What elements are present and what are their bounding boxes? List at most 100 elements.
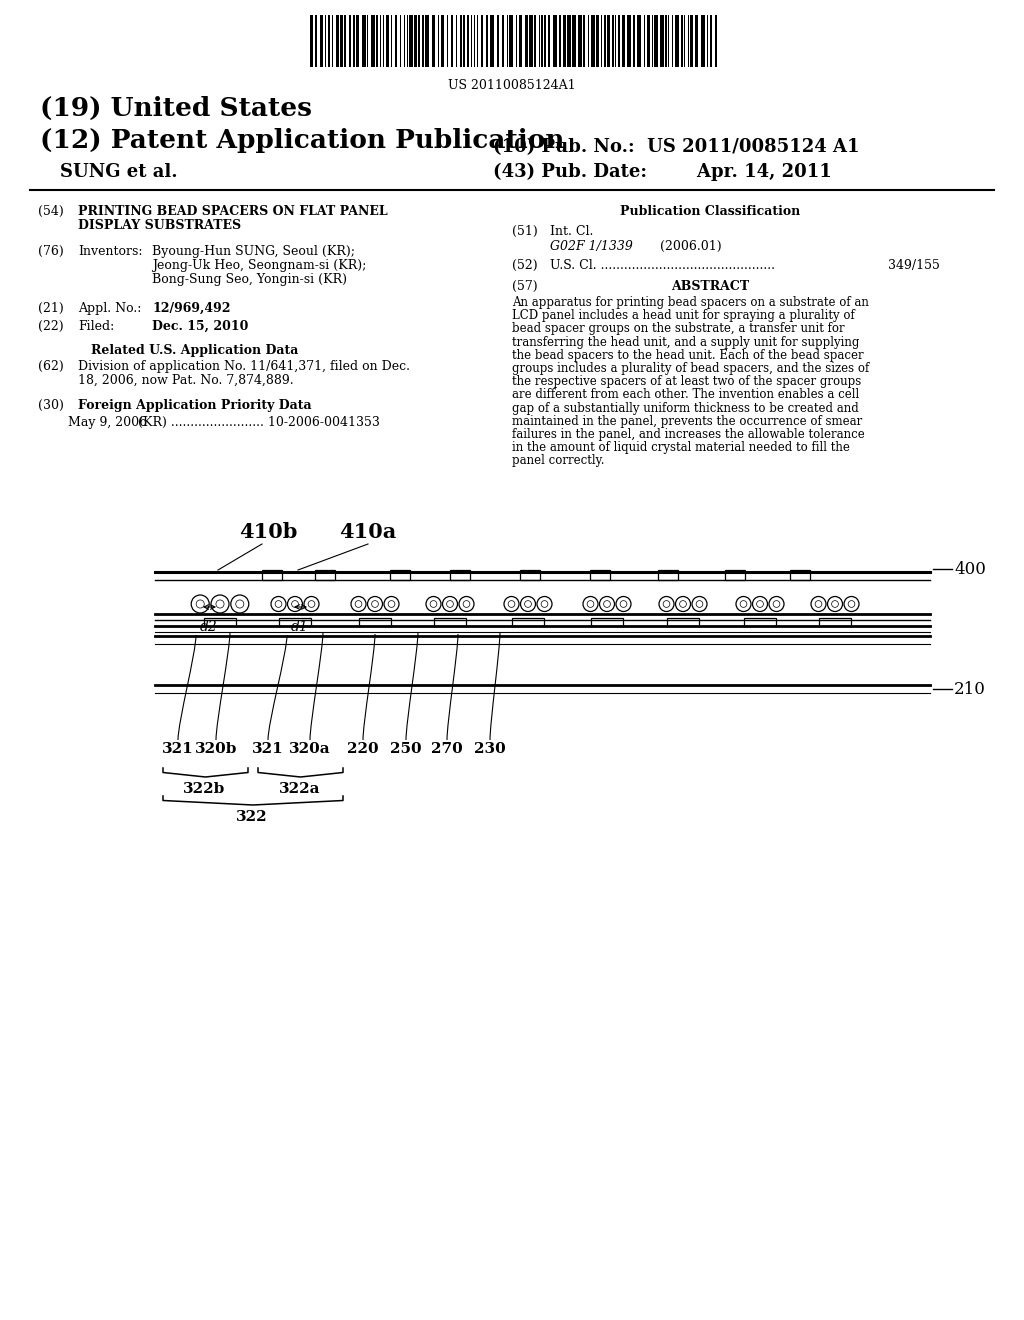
Text: the bead spacers to the head unit. Each of the bead spacer: the bead spacers to the head unit. Each … [512,348,863,362]
Bar [395,15,397,67]
Bar [695,15,698,67]
Bar [590,570,610,579]
Text: (KR) ........................ 10-2006-0041353: (KR) ........................ 10-2006-00… [138,416,380,429]
Bar [340,15,343,67]
Bar [658,570,678,579]
Text: Filed:: Filed: [78,319,115,333]
Bar [819,618,851,626]
Bar [486,15,488,67]
Bar [467,15,469,67]
Text: (43) Pub. Date:        Apr. 14, 2011: (43) Pub. Date: Apr. 14, 2011 [493,162,831,181]
Text: LCD panel includes a head unit for spraying a plurality of: LCD panel includes a head unit for spray… [512,309,855,322]
Text: bead spacer groups on the substrate, a transfer unit for: bead spacer groups on the substrate, a t… [512,322,845,335]
Bar [622,15,625,67]
Bar [591,618,623,626]
Text: 400: 400 [954,561,986,578]
Bar [490,15,494,67]
Bar [583,15,585,67]
Bar [497,15,499,67]
Bar [310,15,313,67]
Bar [548,15,550,67]
Bar [667,618,699,626]
Text: Appl. No.:: Appl. No.: [78,302,141,315]
Bar [434,618,466,626]
Bar [204,618,236,626]
Text: 230: 230 [474,742,506,756]
Bar [279,618,311,626]
Text: gap of a substantially uniform thickness to be created and: gap of a substantially uniform thickness… [512,401,859,414]
Text: failures in the panel, and increases the allowable tolerance: failures in the panel, and increases the… [512,428,864,441]
Text: G02F 1/1339: G02F 1/1339 [550,240,633,253]
Text: maintained in the panel, prevents the occurrence of smear: maintained in the panel, prevents the oc… [512,414,862,428]
Bar [353,15,355,67]
Text: transferring the head unit, and a supply unit for supplying: transferring the head unit, and a supply… [512,335,859,348]
Bar [690,15,693,67]
Bar [627,15,631,67]
Text: groups includes a plurality of bead spacers, and the sizes of: groups includes a plurality of bead spac… [512,362,869,375]
Bar [596,15,599,67]
Text: in the amount of liquid crystal material needed to fill the: in the amount of liquid crystal material… [512,441,850,454]
Text: (51): (51) [512,224,538,238]
Text: May 9, 2006: May 9, 2006 [68,416,147,429]
Bar [386,15,389,67]
Bar [612,15,614,67]
Bar [418,15,420,67]
Bar [315,570,335,579]
Bar [725,570,745,579]
Bar [567,15,571,67]
Bar [425,15,429,67]
Bar [529,15,534,67]
Text: 322a: 322a [280,781,321,796]
Text: (30): (30) [38,399,63,412]
Text: 321: 321 [162,742,194,756]
Bar [512,618,544,626]
Bar [637,15,641,67]
Text: (12) Patent Application Publication: (12) Patent Application Publication [40,128,564,153]
Bar [578,15,582,67]
Bar [633,15,635,67]
Bar [744,618,776,626]
Bar [553,15,557,67]
Bar [618,15,620,67]
Bar [362,15,366,67]
Text: (52): (52) [512,259,538,272]
Text: 321: 321 [252,742,284,756]
Text: US 20110085124A1: US 20110085124A1 [449,79,575,92]
Text: are different from each other. The invention enables a cell: are different from each other. The inven… [512,388,859,401]
Bar [519,15,522,67]
Bar [481,15,483,67]
Bar [376,15,378,67]
Bar [409,15,413,67]
Text: Foreign Application Priority Data: Foreign Application Priority Data [78,399,312,412]
Bar [319,15,323,67]
Bar [509,15,513,67]
Bar [681,15,683,67]
Bar [715,15,717,67]
Text: Division of application No. 11/641,371, filed on Dec.: Division of application No. 11/641,371, … [78,360,410,374]
Text: Int. Cl.: Int. Cl. [550,224,593,238]
Bar [660,15,664,67]
Bar [544,15,546,67]
Text: 320b: 320b [195,742,238,756]
Text: d2: d2 [200,620,218,634]
Bar [654,15,658,67]
Bar [422,15,424,67]
Text: d1: d1 [291,620,309,634]
Bar [336,15,339,67]
Bar [432,15,435,67]
Text: 18, 2006, now Pat. No. 7,874,889.: 18, 2006, now Pat. No. 7,874,889. [78,374,294,387]
Bar [647,15,650,67]
Bar [315,15,317,67]
Text: (54): (54) [38,205,63,218]
Text: (57): (57) [512,280,538,293]
Bar [262,570,282,579]
Bar [451,15,453,67]
Text: (76): (76) [38,246,63,257]
Text: 410a: 410a [339,521,396,543]
Bar [502,15,504,67]
Bar [359,618,391,626]
Bar [349,15,351,67]
Text: 270: 270 [431,742,463,756]
Text: 349/155: 349/155 [888,259,940,272]
Text: Byoung-Hun SUNG, Seoul (KR);: Byoung-Hun SUNG, Seoul (KR); [152,246,355,257]
